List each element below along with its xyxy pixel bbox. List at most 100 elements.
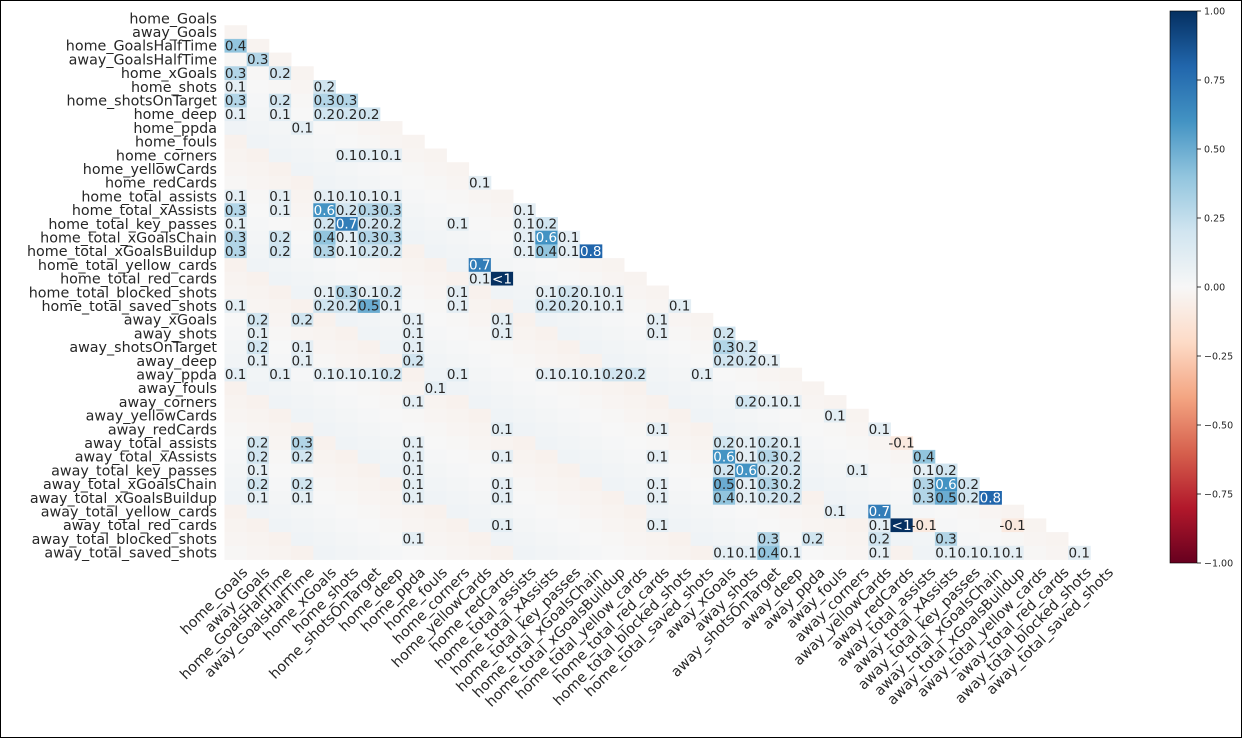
heatmap-cell-label: 0.2 bbox=[291, 477, 312, 493]
heatmap-cell bbox=[823, 491, 847, 506]
heatmap-cell-label: 0.1 bbox=[247, 353, 268, 369]
heatmap-cell bbox=[335, 449, 359, 464]
heatmap-cell bbox=[579, 299, 603, 314]
heatmap-cell bbox=[224, 258, 248, 273]
heatmap-cell bbox=[868, 518, 891, 533]
heatmap-cell bbox=[979, 532, 1002, 547]
heatmap-cell bbox=[757, 354, 780, 369]
heatmap-cell bbox=[246, 93, 270, 108]
heatmap-cell bbox=[224, 532, 248, 547]
heatmap-cell bbox=[513, 408, 536, 423]
heatmap-cell bbox=[468, 381, 492, 396]
heatmap-cell bbox=[291, 408, 314, 423]
heatmap-cell-label: 0.1 bbox=[447, 367, 468, 383]
heatmap-cell bbox=[646, 395, 669, 410]
heatmap-cell bbox=[579, 381, 603, 396]
heatmap-cell-label: 0.1 bbox=[447, 299, 468, 315]
colorbar-gradient bbox=[1169, 10, 1198, 564]
heatmap-cell bbox=[957, 518, 980, 533]
heatmap-cell-label: 0.1 bbox=[336, 189, 357, 205]
heatmap-cell bbox=[379, 121, 403, 136]
heatmap-cell bbox=[912, 545, 936, 560]
heatmap-cell bbox=[246, 354, 270, 369]
heatmap-cell bbox=[957, 504, 980, 519]
heatmap-cell bbox=[446, 545, 470, 560]
y-tick-label: away_total_red_cards bbox=[63, 518, 217, 534]
heatmap-cell bbox=[557, 545, 581, 560]
y-tick-label: away_yellowCards bbox=[86, 409, 217, 425]
heatmap-cell bbox=[224, 52, 248, 67]
heatmap-cell bbox=[424, 491, 447, 506]
heatmap-cell bbox=[490, 230, 514, 245]
heatmap-cell bbox=[712, 422, 736, 437]
heatmap-cell bbox=[268, 217, 292, 232]
heatmap-cell bbox=[402, 449, 425, 464]
heatmap-cell bbox=[246, 121, 270, 136]
heatmap-cell bbox=[579, 340, 603, 355]
heatmap-cell bbox=[868, 449, 891, 464]
heatmap-cell bbox=[646, 285, 669, 300]
heatmap-cell-label: 0.1 bbox=[491, 518, 512, 534]
heatmap-cell bbox=[513, 312, 536, 327]
heatmap-cell bbox=[712, 367, 736, 382]
heatmap-cell bbox=[579, 477, 603, 492]
heatmap-cell-label: -0.1 bbox=[888, 436, 914, 452]
heatmap-cell-label: 0.2 bbox=[336, 203, 357, 219]
heatmap-cell bbox=[224, 381, 248, 396]
heatmap-cell bbox=[535, 463, 558, 478]
heatmap-cell bbox=[735, 367, 758, 382]
heatmap-cell-label: 0.1 bbox=[380, 299, 401, 315]
heatmap-cell-label: 0.2 bbox=[247, 312, 268, 328]
heatmap-cell bbox=[468, 436, 492, 451]
heatmap-cell bbox=[801, 381, 825, 396]
heatmap-cell bbox=[402, 340, 425, 355]
heatmap-cell-label: 0.1 bbox=[247, 490, 268, 506]
heatmap-cell bbox=[757, 518, 780, 533]
heatmap-cell bbox=[646, 299, 669, 314]
heatmap-cell bbox=[624, 408, 647, 423]
heatmap-cell-label: 0.1 bbox=[314, 367, 335, 383]
heatmap-cell bbox=[579, 436, 603, 451]
heatmap-cell bbox=[579, 367, 603, 382]
heatmap-cell bbox=[535, 244, 558, 259]
heatmap-cell bbox=[335, 230, 359, 245]
heatmap-cell bbox=[468, 518, 492, 533]
heatmap-cell bbox=[224, 93, 248, 108]
heatmap-cell bbox=[379, 175, 403, 190]
heatmap-cell bbox=[224, 299, 248, 314]
heatmap-cell bbox=[246, 271, 270, 286]
heatmap-cell-label: 0.8 bbox=[980, 490, 1001, 506]
heatmap-cell-label: 0.1 bbox=[735, 436, 756, 452]
heatmap-cell bbox=[934, 463, 958, 478]
heatmap-cell-label: 0.3 bbox=[225, 244, 246, 260]
heatmap-cell bbox=[313, 395, 336, 410]
heatmap-cell bbox=[557, 312, 581, 327]
heatmap-cell bbox=[846, 463, 869, 478]
heatmap-cell bbox=[379, 395, 403, 410]
heatmap-cell bbox=[890, 477, 914, 492]
heatmap-cell-label: 0.2 bbox=[713, 463, 734, 479]
heatmap-cell bbox=[513, 504, 536, 519]
heatmap-cell bbox=[335, 271, 359, 286]
heatmap-cell bbox=[313, 134, 336, 149]
heatmap-cell bbox=[490, 545, 514, 560]
heatmap-cell-label: 0.1 bbox=[935, 545, 956, 561]
heatmap-cell bbox=[291, 93, 314, 108]
heatmap-cell bbox=[224, 244, 248, 259]
heatmap-cell bbox=[357, 518, 381, 533]
heatmap-cell bbox=[357, 148, 381, 163]
heatmap-cell-label: 0.1 bbox=[957, 545, 978, 561]
heatmap-cell-label: 0.7 bbox=[336, 216, 357, 232]
heatmap-cell bbox=[224, 340, 248, 355]
heatmap-cell bbox=[291, 367, 314, 382]
heatmap-cell bbox=[557, 299, 581, 314]
heatmap-cell bbox=[224, 230, 248, 245]
heatmap-cell bbox=[979, 518, 1002, 533]
heatmap-cell bbox=[535, 354, 558, 369]
heatmap-cell bbox=[291, 436, 314, 451]
heatmap-cell bbox=[402, 463, 425, 478]
heatmap-cell bbox=[668, 299, 692, 314]
heatmap-cell-label: 0.1 bbox=[602, 285, 623, 301]
heatmap-cell bbox=[313, 463, 336, 478]
heatmap-cell bbox=[735, 354, 758, 369]
